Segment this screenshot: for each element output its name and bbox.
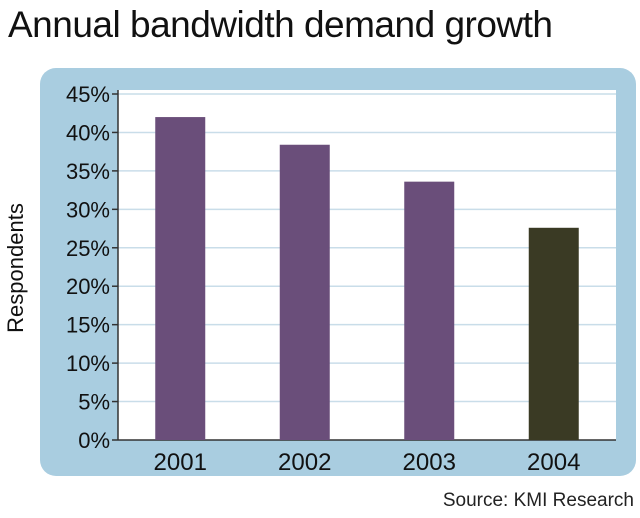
y-tick-label: 0% <box>78 428 110 453</box>
x-tick-label: 2004 <box>527 449 580 476</box>
y-tick-label: 10% <box>66 351 110 376</box>
y-tick-label: 20% <box>66 274 110 299</box>
bar-2004 <box>528 227 579 440</box>
bar-2003 <box>404 181 455 441</box>
source-note: Source: KMI Research <box>442 490 634 511</box>
bar-2002 <box>279 144 330 440</box>
y-tick-label: 15% <box>66 313 110 338</box>
x-tick-label: 2002 <box>278 449 331 476</box>
chart-title: Annual bandwidth demand growth <box>8 4 553 45</box>
y-tick-label: 35% <box>66 159 110 184</box>
y-tick-label: 5% <box>78 390 110 415</box>
y-tick-label: 25% <box>66 236 110 261</box>
x-tick-label: 2003 <box>403 449 456 476</box>
y-tick-label: 45% <box>66 82 110 107</box>
bar-2001 <box>155 117 206 441</box>
y-tick-label: 40% <box>66 120 110 145</box>
x-tick-label: 2001 <box>154 449 207 476</box>
y-tick-label: 30% <box>66 197 110 222</box>
